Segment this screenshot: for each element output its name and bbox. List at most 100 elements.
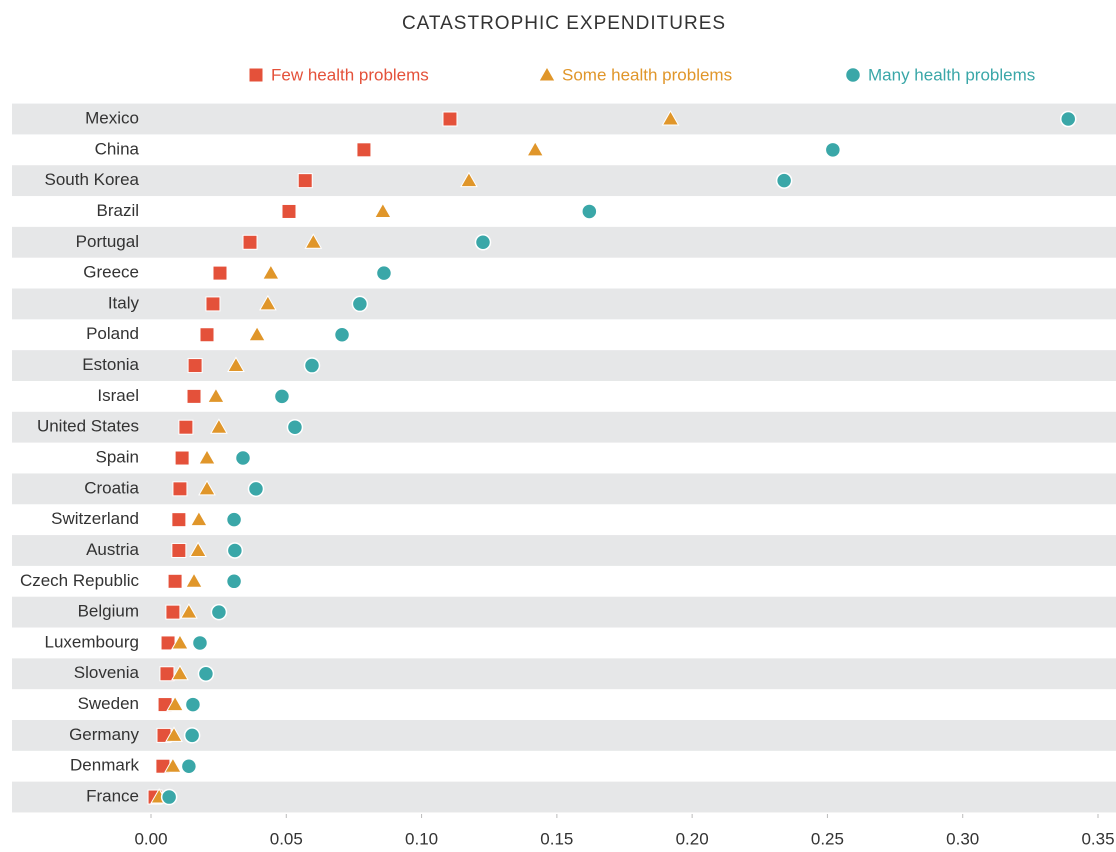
x-tick-label: 0.05	[270, 829, 303, 848]
dot-circle	[375, 264, 393, 282]
chart-title: CATASTROPHIC EXPENDITURES	[402, 13, 726, 34]
dot-triangle	[189, 541, 207, 557]
x-tick-label: 0.30	[946, 829, 979, 848]
dot-triangle	[165, 726, 183, 742]
dot-square	[186, 388, 202, 404]
dot-square	[297, 173, 313, 189]
dot-square	[442, 111, 458, 127]
dot-circle	[286, 418, 304, 436]
y-tick-label: Denmark	[70, 756, 139, 775]
dot-triangle	[198, 449, 216, 465]
dot-square	[205, 296, 221, 312]
y-tick-label: Slovenia	[74, 663, 140, 682]
dot-circle	[210, 603, 228, 621]
dot-square	[242, 234, 258, 250]
dot-triangle	[210, 418, 228, 434]
dot-circle	[234, 449, 252, 467]
legend-label: Few health problems	[271, 65, 429, 84]
dot-square	[187, 358, 203, 374]
y-tick-label: Greece	[83, 263, 139, 282]
dot-square	[356, 142, 372, 158]
row-band	[12, 103, 1116, 135]
dot-square	[174, 450, 190, 466]
x-tick-label: 0.10	[405, 829, 438, 848]
dot-circle	[581, 203, 598, 220]
dot-circle	[160, 788, 178, 806]
dot-circle	[824, 141, 842, 159]
dot-triangle	[164, 757, 182, 773]
y-tick-label: Switzerland	[51, 509, 139, 528]
row-band	[12, 165, 1116, 197]
dot-triangle	[259, 294, 277, 311]
y-tick-label: United States	[37, 417, 139, 436]
y-tick-label: Israel	[97, 386, 139, 405]
dot-square	[171, 542, 187, 558]
y-tick-label: South Korea	[44, 170, 139, 189]
dot-triangle	[262, 264, 280, 280]
dot-circle	[333, 326, 351, 343]
row-band	[12, 226, 1116, 258]
y-tick-label: Spain	[96, 448, 139, 467]
x-tick-label: 0.35	[1081, 829, 1114, 848]
legend-marker	[844, 66, 862, 84]
dot-triangle	[227, 356, 245, 373]
dot-square	[165, 604, 181, 620]
dot-square	[159, 666, 175, 682]
dot-circle	[184, 696, 202, 713]
dot-square	[178, 419, 194, 435]
legend-marker	[538, 65, 556, 82]
dot-triangle	[166, 695, 184, 712]
legend-label: Many health problems	[868, 65, 1035, 84]
row-band	[12, 658, 1116, 690]
dot-circle	[1059, 110, 1077, 128]
y-tick-label: Belgium	[78, 602, 139, 621]
x-tick-label: 0.20	[676, 829, 709, 848]
y-tick-label: France	[86, 787, 139, 806]
dot-triangle	[661, 109, 680, 126]
dot-square	[199, 327, 215, 343]
y-tick-label: Austria	[86, 540, 139, 559]
dot-square	[281, 203, 297, 219]
dot-square	[171, 512, 187, 528]
dot-triangle	[207, 387, 225, 403]
dot-triangle	[190, 510, 208, 527]
dot-triangle	[248, 325, 266, 342]
dot-circle	[183, 727, 201, 744]
dot-circle	[226, 542, 244, 559]
dot-triangle	[180, 603, 198, 619]
dot-circle	[180, 757, 198, 775]
dot-circle	[273, 388, 291, 405]
legend-label: Some health problems	[562, 65, 732, 84]
row-band	[12, 473, 1116, 505]
dot-triangle	[185, 572, 203, 588]
y-tick-label: Brazil	[96, 201, 139, 220]
dot-square	[172, 481, 188, 497]
y-tick-label: Luxembourg	[44, 632, 139, 651]
dot-triangle	[460, 171, 478, 188]
y-tick-label: China	[95, 139, 140, 158]
y-tick-label: Mexico	[85, 108, 139, 127]
dot-square	[212, 265, 228, 281]
dot-circle	[191, 634, 209, 652]
dot-circle	[197, 665, 215, 683]
dot-circle	[474, 234, 492, 251]
dot-circle	[225, 573, 243, 590]
row-band	[12, 596, 1116, 628]
dot-triangle	[374, 202, 392, 218]
y-tick-label: Germany	[69, 725, 139, 744]
y-tick-label: Italy	[108, 293, 140, 312]
y-tick-label: Poland	[86, 324, 139, 343]
dot-square	[167, 573, 183, 589]
y-tick-label: Estonia	[82, 355, 139, 374]
dot-triangle	[304, 233, 323, 249]
dot-triangle	[198, 479, 216, 496]
row-band	[12, 411, 1116, 443]
dot-triangle	[171, 633, 189, 650]
row-band	[12, 350, 1116, 381]
dot-circle	[303, 357, 321, 374]
y-tick-label: Portugal	[76, 232, 139, 251]
legend-marker	[248, 67, 264, 83]
y-tick-label: Croatia	[84, 478, 139, 497]
x-tick-label: 0.00	[134, 829, 167, 848]
